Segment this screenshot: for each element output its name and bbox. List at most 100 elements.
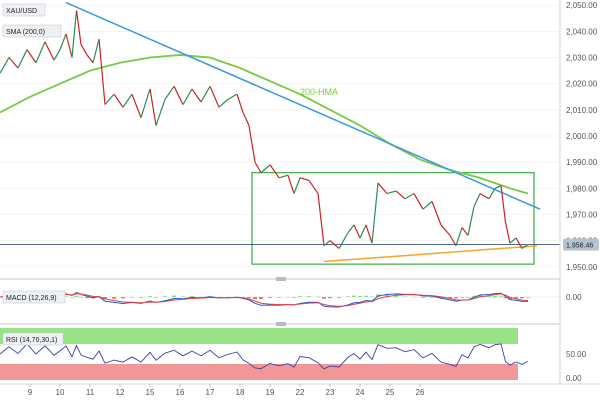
macd-label-bg — [2, 290, 66, 304]
price-segment — [299, 177, 310, 182]
price-segment — [242, 112, 250, 126]
price-segment — [8, 57, 19, 69]
price-y-tick-label: 2,000.00 — [566, 132, 598, 141]
price-segment — [504, 222, 511, 244]
price-segment — [386, 190, 397, 195]
price-segment — [248, 125, 256, 163]
macd-histogram-bar — [337, 297, 341, 298]
macd-histogram-bar — [139, 297, 143, 298]
macd-histogram-bar — [358, 296, 362, 297]
price-segment — [236, 93, 244, 113]
macd-histogram-bar — [259, 297, 263, 300]
rsi-line — [0, 343, 529, 370]
macd-histogram-bar — [493, 295, 497, 297]
macd-histogram-bar — [70, 297, 74, 298]
macd-histogram-bar — [472, 295, 476, 297]
price-segment — [494, 185, 502, 189]
price-segment — [80, 44, 88, 56]
price-y-tick-label: 2,050.00 — [566, 1, 598, 10]
price-segment — [164, 85, 175, 100]
price-segment — [200, 86, 211, 103]
price-y-tick-label: 1,980.00 — [566, 184, 598, 193]
price-segment — [44, 41, 55, 61]
price-segment — [278, 174, 289, 179]
rsi-label-bg — [2, 332, 64, 346]
macd-histogram-bar — [346, 296, 350, 297]
macd-histogram-bar — [277, 297, 281, 298]
price-segment — [86, 54, 94, 64]
price-segment — [461, 227, 469, 236]
indicator-label-bg — [2, 24, 62, 38]
macd-histogram-bar — [148, 296, 152, 297]
x-tick-label: 10 — [56, 388, 65, 397]
macd-y-tick: 0.00 — [566, 293, 582, 302]
price-y-tick-label: 1,990.00 — [566, 158, 598, 167]
macd-histogram-bar — [385, 294, 389, 297]
price-segment — [404, 193, 415, 200]
instrument-label: XAU/USD — [6, 8, 37, 15]
x-tick-label: 12 — [116, 388, 125, 397]
price-segment — [371, 183, 379, 244]
price-segment — [149, 88, 157, 126]
x-tick-label: 25 — [386, 388, 395, 397]
macd-histogram-bar — [370, 296, 374, 298]
rsi-y-tick-50: 50.00 — [566, 350, 587, 359]
price-segment — [347, 224, 355, 234]
price-y-axis: 2,050.00 2,040.00 2,030.00 2,020.00 2,010.00… — [566, 1, 598, 272]
price-segment — [53, 49, 61, 61]
price-segment — [65, 33, 73, 58]
macd-histogram-bar — [130, 297, 134, 298]
macd-histogram-bar — [430, 297, 434, 298]
price-segment — [104, 93, 115, 106]
macd-histogram-bar — [112, 297, 116, 299]
price-y-tick-label: 1,970.00 — [566, 210, 598, 219]
price-segment — [395, 190, 406, 200]
macd-histogram-bar — [454, 297, 458, 299]
panel-resize-handle-1[interactable] — [276, 277, 286, 281]
price-segment — [359, 224, 367, 239]
price-y-tick-label: 2,040.00 — [566, 27, 598, 36]
price-segment — [353, 224, 361, 239]
x-tick-label: 23 — [326, 388, 335, 397]
price-y-tick-label: 2,030.00 — [566, 54, 598, 63]
macd-histogram-bar — [520, 297, 524, 299]
macd-histogram-bar — [478, 295, 482, 297]
macd-histogram-bar — [298, 296, 302, 297]
rsi-label: RSI (14,70,30,1) — [6, 337, 57, 344]
rsi-panel: RSI (14,70,30,1) 50.00 0.00 — [0, 328, 587, 383]
x-tick-label: 15 — [146, 388, 155, 397]
price-segment — [377, 182, 388, 194]
price-segment — [500, 185, 507, 223]
macd-histogram-bar — [268, 297, 272, 298]
price-segment — [35, 41, 46, 64]
macd-histogram-bar — [394, 295, 398, 297]
macd-histogram-bar — [64, 296, 68, 297]
macd-histogram-bar — [74, 295, 79, 297]
sma-annotation: 200-HMA — [300, 87, 338, 97]
macd-histogram-bar — [421, 297, 425, 298]
panel-resize-handle-2[interactable] — [276, 322, 286, 326]
price-segment — [413, 193, 424, 210]
price-segment — [59, 33, 67, 50]
price-segment — [254, 161, 262, 173]
price-segment — [431, 201, 442, 226]
macd-histogram-bar — [460, 297, 464, 298]
price-segment — [317, 193, 325, 246]
x-tick-label: 19 — [266, 388, 275, 397]
rsi-y-tick-0: 0.00 — [566, 374, 582, 383]
price-segment — [218, 98, 229, 108]
price-segment — [422, 200, 433, 210]
sma-indicator-label: SMA (200,0) — [6, 29, 45, 36]
instrument-label-bg — [2, 3, 46, 17]
macd-histogram-bar — [487, 295, 491, 297]
price-segment — [293, 177, 301, 194]
macd-histogram-bar — [316, 296, 320, 298]
macd-histogram-bar — [154, 297, 158, 298]
macd-label: MACD (12,26,9) — [6, 295, 57, 302]
price-segment — [92, 39, 100, 63]
x-tick-label: 9 — [28, 388, 33, 397]
macd-histogram-bar — [79, 297, 83, 298]
price-segment — [473, 193, 481, 207]
price-segment — [449, 235, 457, 247]
